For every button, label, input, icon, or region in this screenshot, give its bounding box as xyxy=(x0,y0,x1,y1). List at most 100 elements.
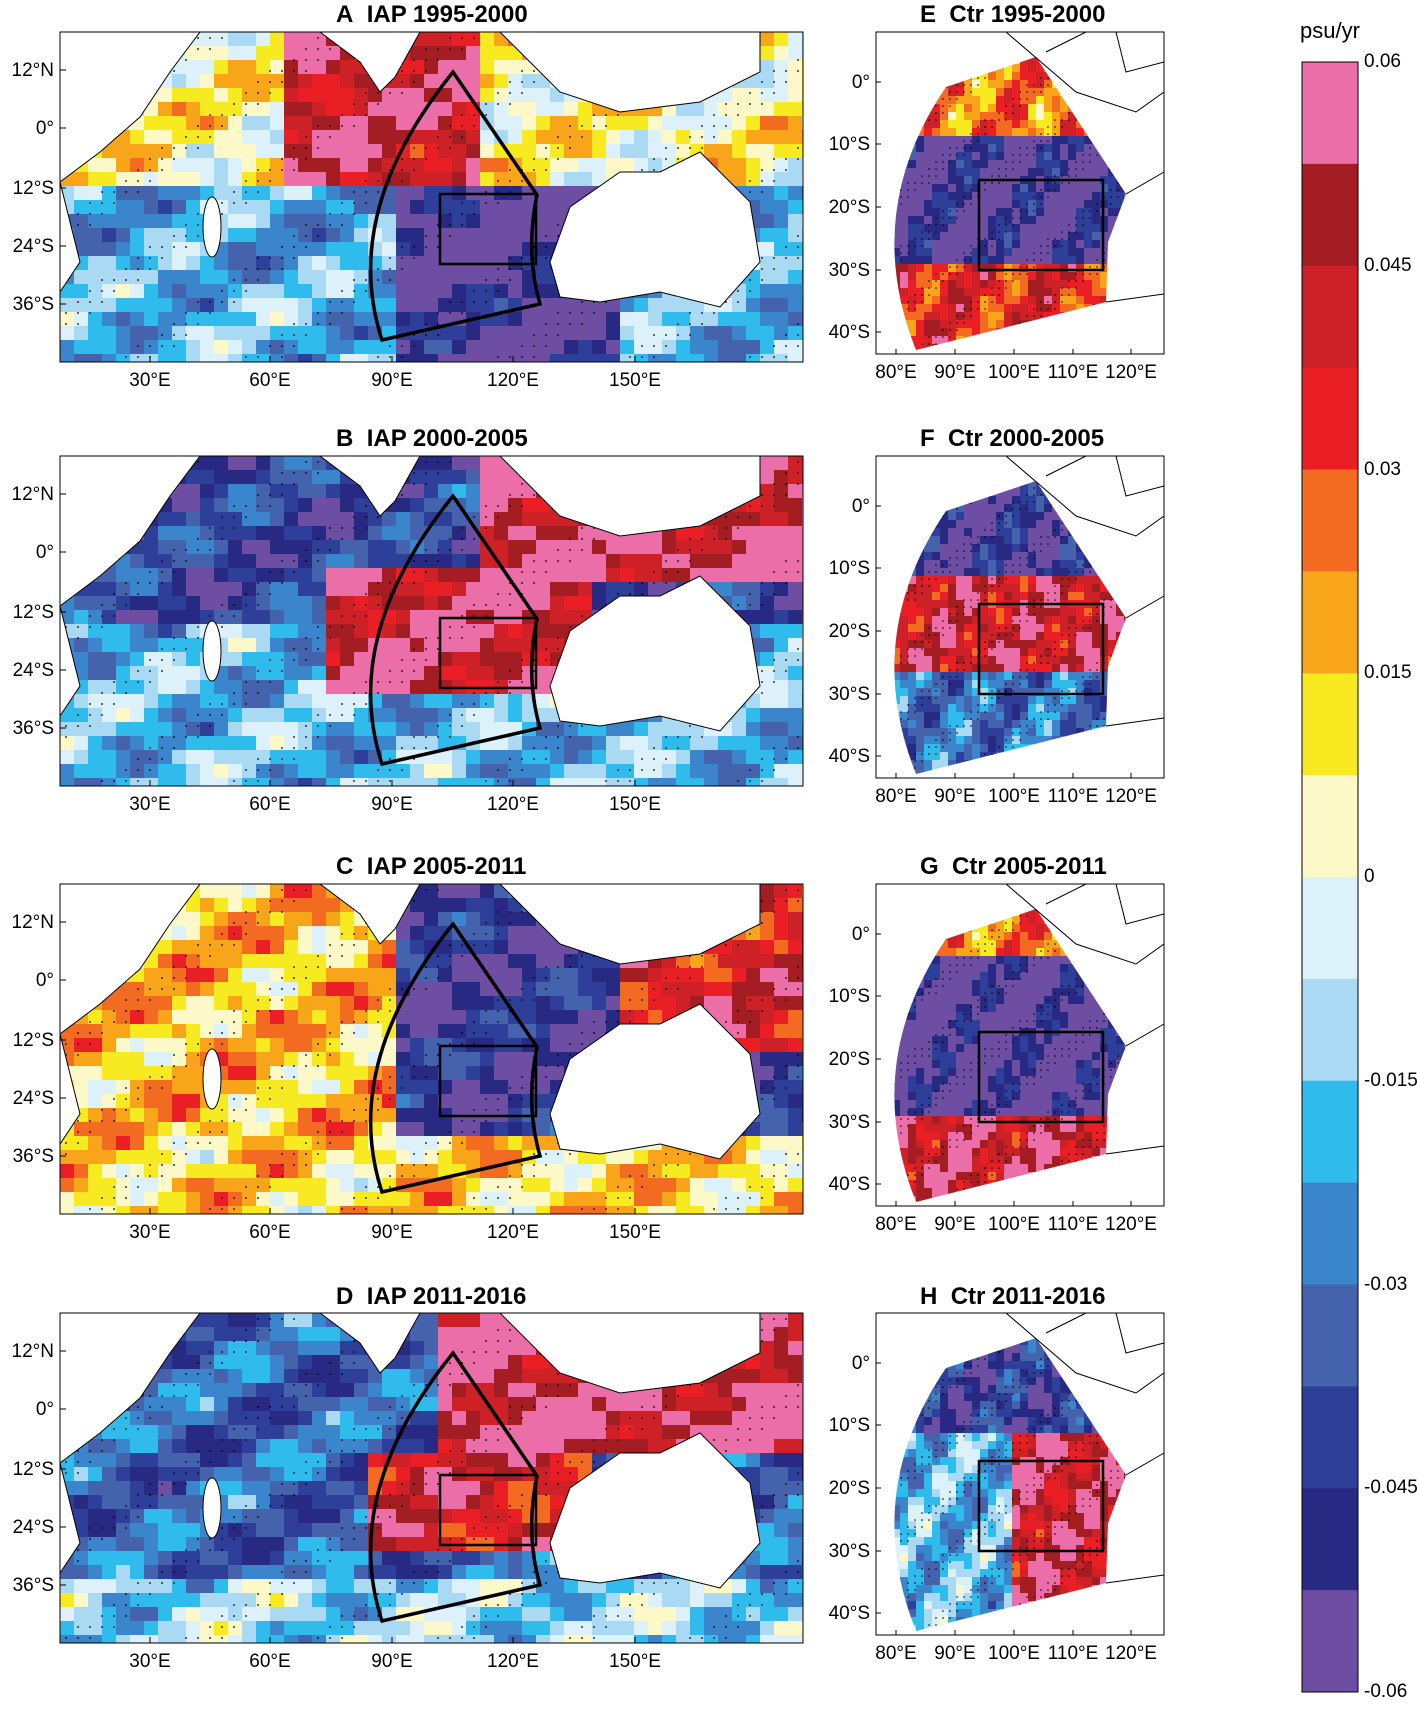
tick-label: 24°S xyxy=(13,1517,54,1538)
tick-label: 12°S xyxy=(13,178,54,199)
panel-title: H Ctr 2011-2016 xyxy=(920,1283,1106,1310)
colorbar-swatch xyxy=(1302,62,1358,165)
tick-label: 36°S xyxy=(13,294,54,315)
colorbar-swatch xyxy=(1302,469,1358,572)
tick-label: 10°S xyxy=(829,558,870,579)
tick-label: 30°S xyxy=(829,1541,870,1562)
colorbar-tick-label: 0 xyxy=(1364,866,1375,887)
tick-label: 60°E xyxy=(249,1651,290,1672)
colorbar-swatch xyxy=(1302,571,1358,674)
tick-label: 110°E xyxy=(1048,1643,1099,1664)
tick-label: 40°S xyxy=(829,1603,870,1624)
tick-label: 90°E xyxy=(934,786,975,807)
tick-label: 150°E xyxy=(609,1222,661,1243)
tick-label: 60°E xyxy=(249,1222,290,1243)
colorbar-tick-label: -0.015 xyxy=(1364,1069,1417,1091)
tick-label: 30°E xyxy=(129,1222,170,1243)
colorbar-tick-label: 0.06 xyxy=(1364,51,1401,72)
map-panel-a xyxy=(59,31,804,363)
tick-label: 80°E xyxy=(875,1214,916,1235)
colorbar-swatch xyxy=(1302,775,1358,878)
tick-label: 40°S xyxy=(829,322,870,343)
colorbar-swatch xyxy=(1302,265,1358,369)
panel-title: D IAP 2011-2016 xyxy=(336,1283,527,1310)
tick-label: 36°S xyxy=(13,718,54,739)
tick-label: 12°S xyxy=(13,602,54,623)
colorbar-swatch xyxy=(1302,877,1358,980)
panel-title: G Ctr 2005-2011 xyxy=(920,853,1107,880)
tick-label: 0° xyxy=(36,542,54,563)
tick-label: 110°E xyxy=(1048,362,1099,383)
map-panel-g xyxy=(875,883,1165,1207)
tick-label: 100°E xyxy=(988,786,1040,807)
colorbar-swatch xyxy=(1302,673,1358,776)
tick-label: 90°E xyxy=(371,794,412,815)
tick-label: 12°N xyxy=(12,484,54,505)
map-panel-d xyxy=(59,1312,804,1644)
tick-label: 120°E xyxy=(1105,1643,1157,1664)
colorbar-swatch xyxy=(1302,1080,1358,1184)
tick-label: 80°E xyxy=(875,786,916,807)
tick-label: 60°E xyxy=(249,370,290,391)
tick-label: 30°S xyxy=(829,684,870,705)
colorbar-swatch xyxy=(1302,1284,1358,1387)
colorbar-tick-label: 0.015 xyxy=(1364,662,1412,684)
colorbar-swatch xyxy=(1302,163,1358,267)
colorbar-tick-label: -0.06 xyxy=(1364,1681,1408,1702)
tick-label: 90°E xyxy=(371,1651,412,1672)
tick-label: 24°S xyxy=(13,660,54,681)
tick-label: 80°E xyxy=(875,1643,916,1664)
tick-label: 120°E xyxy=(487,1222,539,1243)
tick-label: 24°S xyxy=(13,1088,54,1109)
colorbar-swatch xyxy=(1302,1386,1358,1489)
colorbar-swatch xyxy=(1302,1182,1358,1285)
tick-label: 110°E xyxy=(1048,1214,1099,1235)
map-panel-c xyxy=(59,883,804,1215)
tick-label: 36°S xyxy=(13,1575,54,1596)
tick-label: 36°S xyxy=(13,1146,54,1167)
colorbar-tick-label: -0.045 xyxy=(1364,1477,1417,1499)
tick-label: 10°S xyxy=(829,986,870,1007)
tick-label: 30°S xyxy=(829,260,870,281)
tick-label: 120°E xyxy=(487,794,539,815)
tick-label: 20°S xyxy=(829,621,870,642)
tick-label: 20°S xyxy=(829,197,870,218)
colorbar-swatch xyxy=(1302,367,1358,470)
tick-label: 80°E xyxy=(875,362,916,383)
colorbar-swatch xyxy=(1302,1488,1358,1591)
tick-label: 120°E xyxy=(1105,1214,1157,1235)
tick-label: 0° xyxy=(36,970,54,991)
tick-label: 120°E xyxy=(1105,786,1157,807)
tick-label: 12°S xyxy=(13,1459,54,1480)
panel-title: C IAP 2005-2011 xyxy=(336,853,527,880)
tick-label: 150°E xyxy=(609,1651,661,1672)
tick-label: 90°E xyxy=(934,362,975,383)
tick-label: 10°S xyxy=(829,134,870,155)
tick-label: 100°E xyxy=(988,1214,1040,1235)
tick-label: 100°E xyxy=(988,1643,1040,1664)
tick-label: 0° xyxy=(852,72,870,93)
tick-label: 30°E xyxy=(129,794,170,815)
colorbar-swatch xyxy=(1302,1590,1358,1693)
map-panel-f xyxy=(875,455,1165,779)
map-panel-b xyxy=(59,455,804,787)
panel-title: A IAP 1995-2000 xyxy=(336,1,528,28)
tick-label: 40°S xyxy=(829,746,870,767)
tick-label: 24°S xyxy=(13,236,54,257)
tick-label: 90°E xyxy=(934,1643,975,1664)
tick-label: 150°E xyxy=(609,370,661,391)
tick-label: 12°S xyxy=(13,1030,54,1051)
colorbar-tick-label: 0.045 xyxy=(1364,254,1412,276)
colorbar-swatches xyxy=(1301,61,1359,1693)
map-panel-e xyxy=(875,31,1165,355)
colorbar-tick-label: 0.03 xyxy=(1364,458,1401,480)
tick-label: 120°E xyxy=(487,1651,539,1672)
tick-label: 20°S xyxy=(829,1049,870,1070)
tick-label: 150°E xyxy=(609,794,661,815)
tick-label: 0° xyxy=(852,924,870,945)
tick-label: 10°S xyxy=(829,1415,870,1436)
colorbar-tick-label: -0.03 xyxy=(1364,1273,1408,1295)
tick-label: 30°E xyxy=(129,1651,170,1672)
tick-label: 110°E xyxy=(1048,786,1099,807)
